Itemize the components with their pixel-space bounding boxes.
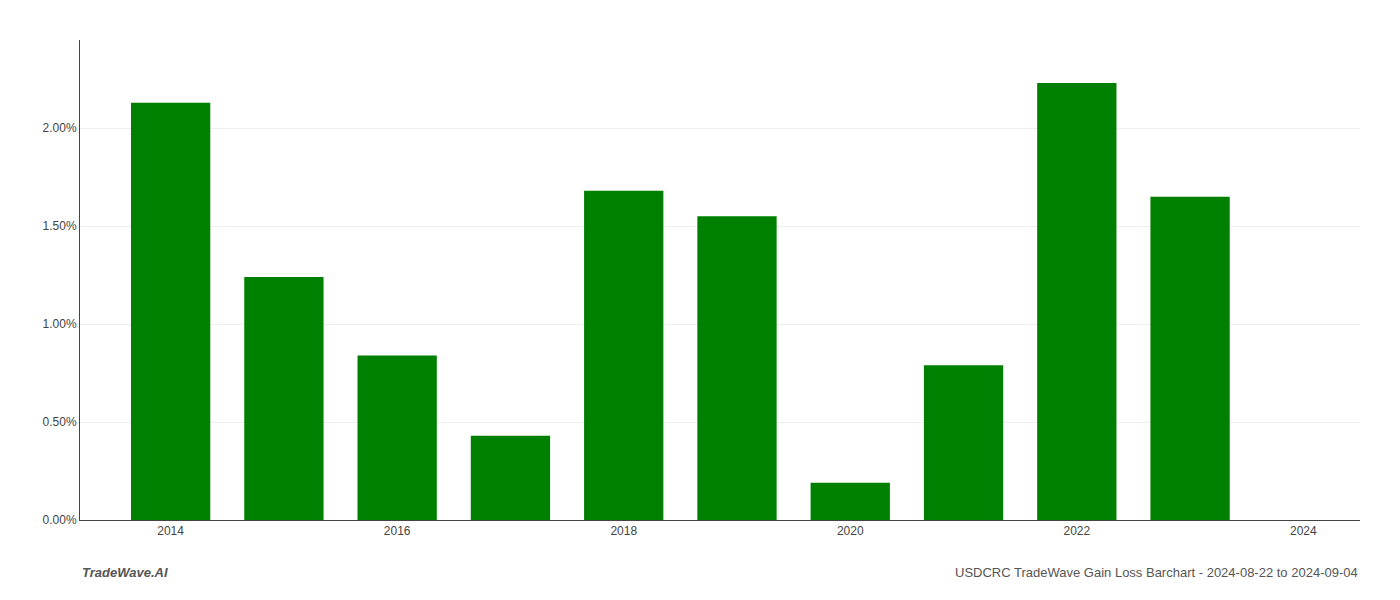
svg-text:USDCRC TradeWave Gain Loss Bar: USDCRC TradeWave Gain Loss Barchart - 20… bbox=[955, 565, 1358, 580]
svg-text:2022: 2022 bbox=[1063, 524, 1090, 538]
svg-text:1.50%: 1.50% bbox=[43, 219, 77, 233]
svg-text:2.00%: 2.00% bbox=[43, 121, 77, 135]
svg-text:0.00%: 0.00% bbox=[43, 513, 77, 527]
svg-text:2024: 2024 bbox=[1290, 524, 1317, 538]
svg-text:1.00%: 1.00% bbox=[43, 317, 77, 331]
svg-text:TradeWave.AI: TradeWave.AI bbox=[82, 565, 168, 580]
svg-text:2014: 2014 bbox=[157, 524, 184, 538]
svg-text:2020: 2020 bbox=[837, 524, 864, 538]
svg-text:2016: 2016 bbox=[384, 524, 411, 538]
svg-text:2018: 2018 bbox=[610, 524, 637, 538]
svg-text:0.50%: 0.50% bbox=[43, 415, 77, 429]
